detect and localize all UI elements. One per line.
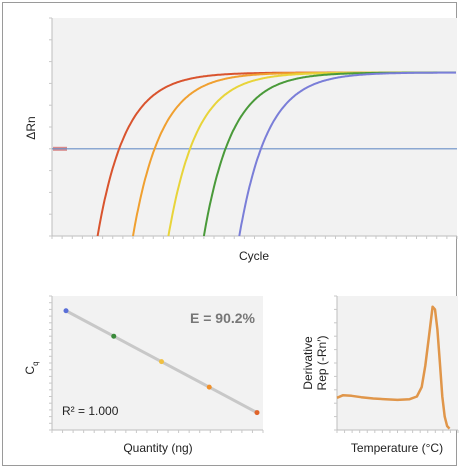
melt-curve-area bbox=[337, 296, 458, 430]
efficiency-annotation: E = 90.2% bbox=[190, 310, 256, 326]
std-y-label-sub: q bbox=[31, 361, 40, 365]
std-point bbox=[63, 308, 69, 314]
std-points-group bbox=[63, 308, 260, 416]
standard-curve-area bbox=[52, 296, 263, 430]
amp-series-group bbox=[96, 71, 456, 237]
melt-y-label-2: Rep (-Rn′) bbox=[315, 336, 329, 391]
amp-x-label: Cycle bbox=[239, 249, 269, 263]
melt-y-label-1: Derivative bbox=[301, 336, 315, 390]
amp-y-label: ΔRn bbox=[24, 116, 38, 139]
std-point bbox=[159, 359, 164, 365]
amp-series-line bbox=[238, 71, 456, 237]
r2-annotation: R² = 1.000 bbox=[62, 404, 119, 418]
melt-x-label: Temperature (°C) bbox=[351, 441, 443, 455]
std-y-label: Cq bbox=[23, 361, 40, 374]
std-point bbox=[206, 384, 212, 390]
amplification-plot-area bbox=[52, 18, 457, 236]
std-point bbox=[111, 333, 117, 339]
standard-curve-plot: E = 90.2% R² = 1.000 Quantity (ng) Cq bbox=[23, 295, 264, 455]
amplification-plot: Cycle ΔRn bbox=[24, 17, 458, 263]
std-point bbox=[254, 410, 260, 416]
std-x-label: Quantity (ng) bbox=[123, 441, 192, 455]
std-y-label-main: C bbox=[23, 366, 37, 375]
std-ticks bbox=[49, 295, 264, 433]
melt-curve-plot: Temperature (°C) Derivative Rep (-Rn′) bbox=[301, 295, 459, 455]
std-y-label-group: Cq bbox=[23, 361, 40, 374]
melt-curve-line bbox=[336, 305, 451, 430]
melt-ticks bbox=[334, 295, 459, 433]
